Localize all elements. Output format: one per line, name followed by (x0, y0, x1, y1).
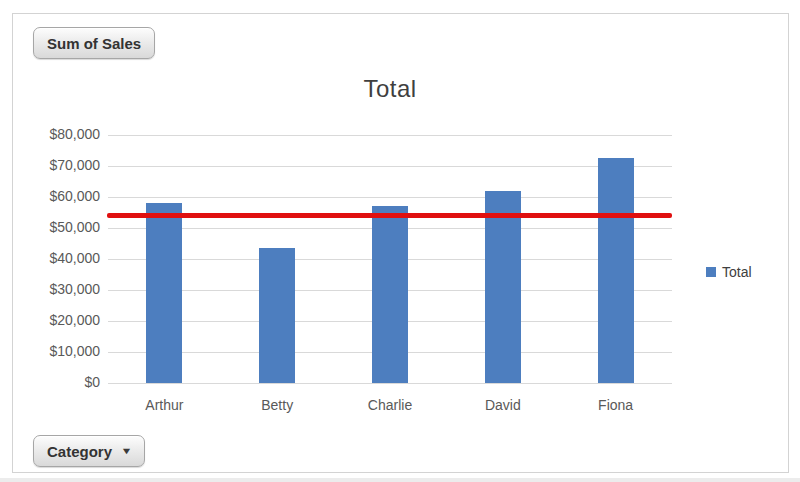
bar-fiona[interactable] (598, 158, 634, 383)
chevron-down-icon: ▼ (120, 447, 132, 456)
y-axis-tick-label: $10,000 (28, 343, 100, 359)
legend-swatch-total (706, 267, 716, 277)
pivot-chart-window: Sum of Sales Total $0$10,000$20,000$30,0… (0, 0, 800, 482)
gridline (108, 197, 672, 198)
legend-label-total: Total (722, 264, 752, 280)
y-axis-tick-label: $0 (28, 374, 100, 390)
gridline (108, 383, 672, 384)
y-axis-tick-label: $30,000 (28, 281, 100, 297)
axis-field-button-label: Category (47, 443, 112, 460)
screen-bottom-edge (0, 478, 800, 482)
legend[interactable]: Total (706, 264, 752, 280)
y-axis-tick-label: $50,000 (28, 219, 100, 235)
gridline (108, 135, 672, 136)
bar-betty[interactable] (259, 248, 295, 383)
bar-david[interactable] (485, 191, 521, 383)
x-axis-category-label: Betty (222, 397, 332, 413)
y-axis-tick-label: $70,000 (28, 157, 100, 173)
x-axis-category-label: David (448, 397, 558, 413)
x-axis-category-label: Fiona (561, 397, 671, 413)
y-axis-tick-label: $80,000 (28, 126, 100, 142)
target-line[interactable] (107, 213, 672, 218)
gridline (108, 166, 672, 167)
plot-area: $0 $10,000 $20,000 $30,000 $40,000 $50,000 $60… (0, 0, 800, 482)
axis-field-button[interactable]: Category ▼ (33, 435, 145, 467)
bar-charlie[interactable] (372, 206, 408, 383)
x-axis-category-label: Arthur (109, 397, 219, 413)
y-axis-tick-label: $20,000 (28, 312, 100, 328)
y-axis-tick-label: $40,000 (28, 250, 100, 266)
bar-arthur[interactable] (146, 203, 182, 383)
x-axis-category-label: Charlie (335, 397, 445, 413)
y-axis-tick-label: $60,000 (28, 188, 100, 204)
